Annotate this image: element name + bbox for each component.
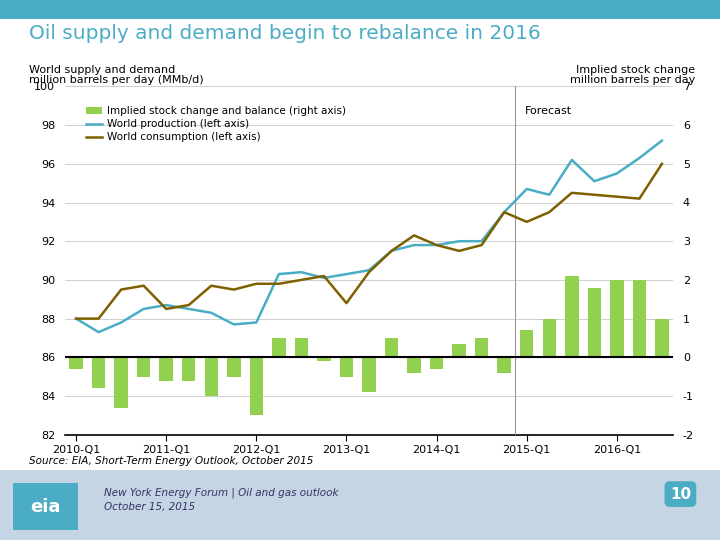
Text: 10: 10 xyxy=(670,487,691,502)
Bar xyxy=(408,357,420,373)
Bar xyxy=(384,338,398,357)
Text: Implied stock change: Implied stock change xyxy=(576,65,695,75)
Bar xyxy=(475,338,488,357)
Bar xyxy=(430,357,444,369)
Bar xyxy=(588,288,601,357)
Text: Oil supply and demand begin to rebalance in 2016: Oil supply and demand begin to rebalance… xyxy=(29,24,541,43)
Text: World supply and demand: World supply and demand xyxy=(29,65,175,75)
Bar xyxy=(159,357,173,381)
Bar xyxy=(633,280,646,357)
Text: million barrels per day: million barrels per day xyxy=(570,75,695,85)
Bar xyxy=(92,357,105,388)
Bar xyxy=(655,319,669,357)
Bar xyxy=(565,276,579,357)
Text: New York Energy Forum | Oil and gas outlook: New York Energy Forum | Oil and gas outl… xyxy=(104,487,339,497)
Bar xyxy=(340,357,354,377)
Bar xyxy=(318,357,330,361)
Bar xyxy=(610,280,624,357)
Bar xyxy=(227,357,240,377)
Bar xyxy=(362,357,376,392)
Bar xyxy=(204,357,218,396)
Text: eia: eia xyxy=(30,497,60,516)
Bar xyxy=(114,357,128,408)
Bar xyxy=(182,357,196,381)
Bar xyxy=(294,338,308,357)
Text: October 15, 2015: October 15, 2015 xyxy=(104,502,196,512)
Bar xyxy=(137,357,150,377)
Bar xyxy=(69,357,83,369)
Text: Source: EIA, Short-Term Energy Outlook, October 2015: Source: EIA, Short-Term Energy Outlook, … xyxy=(29,456,313,467)
Bar xyxy=(272,338,286,357)
Bar xyxy=(498,357,511,373)
Bar xyxy=(452,344,466,357)
Legend: Implied stock change and balance (right axis), World production (left axis), Wor: Implied stock change and balance (right … xyxy=(82,102,351,147)
Bar xyxy=(520,330,534,357)
Bar xyxy=(250,357,263,415)
Text: Forecast: Forecast xyxy=(524,106,572,116)
Bar xyxy=(542,319,556,357)
Text: million barrels per day (MMb/d): million barrels per day (MMb/d) xyxy=(29,75,204,85)
